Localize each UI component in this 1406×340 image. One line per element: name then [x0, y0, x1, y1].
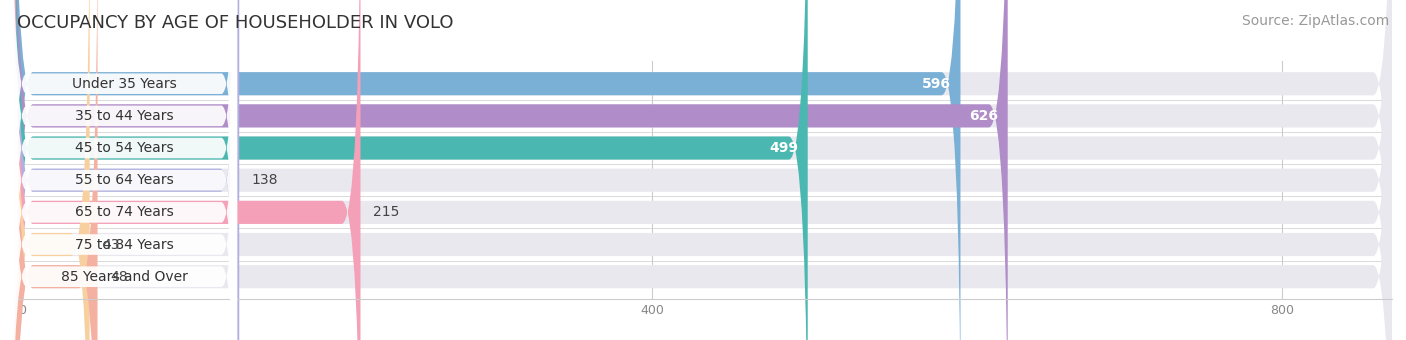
FancyBboxPatch shape [11, 0, 238, 340]
Text: 499: 499 [769, 141, 799, 155]
Text: 65 to 74 Years: 65 to 74 Years [75, 205, 173, 219]
FancyBboxPatch shape [14, 0, 1392, 340]
Text: 43: 43 [103, 238, 120, 252]
Text: 138: 138 [252, 173, 278, 187]
FancyBboxPatch shape [11, 0, 238, 340]
Text: 626: 626 [969, 109, 998, 123]
FancyBboxPatch shape [14, 0, 360, 340]
Text: 75 to 84 Years: 75 to 84 Years [75, 238, 173, 252]
FancyBboxPatch shape [14, 0, 960, 340]
Text: 215: 215 [373, 205, 399, 219]
FancyBboxPatch shape [14, 0, 1392, 340]
Text: 48: 48 [110, 270, 128, 284]
Text: 55 to 64 Years: 55 to 64 Years [75, 173, 173, 187]
Text: 85 Years and Over: 85 Years and Over [60, 270, 187, 284]
Text: Source: ZipAtlas.com: Source: ZipAtlas.com [1241, 14, 1389, 28]
FancyBboxPatch shape [14, 0, 239, 340]
FancyBboxPatch shape [11, 0, 238, 340]
FancyBboxPatch shape [14, 0, 90, 340]
Text: OCCUPANCY BY AGE OF HOUSEHOLDER IN VOLO: OCCUPANCY BY AGE OF HOUSEHOLDER IN VOLO [17, 14, 453, 32]
Text: 45 to 54 Years: 45 to 54 Years [75, 141, 173, 155]
FancyBboxPatch shape [11, 0, 238, 340]
FancyBboxPatch shape [14, 0, 1008, 340]
FancyBboxPatch shape [11, 0, 238, 340]
FancyBboxPatch shape [14, 0, 1392, 340]
FancyBboxPatch shape [14, 0, 1392, 340]
FancyBboxPatch shape [11, 0, 238, 340]
FancyBboxPatch shape [14, 0, 97, 340]
Text: 35 to 44 Years: 35 to 44 Years [75, 109, 173, 123]
Text: 596: 596 [922, 77, 950, 91]
FancyBboxPatch shape [14, 0, 1392, 340]
FancyBboxPatch shape [14, 0, 807, 340]
Text: Under 35 Years: Under 35 Years [72, 77, 176, 91]
FancyBboxPatch shape [11, 0, 238, 340]
FancyBboxPatch shape [14, 0, 1392, 340]
FancyBboxPatch shape [14, 0, 1392, 340]
